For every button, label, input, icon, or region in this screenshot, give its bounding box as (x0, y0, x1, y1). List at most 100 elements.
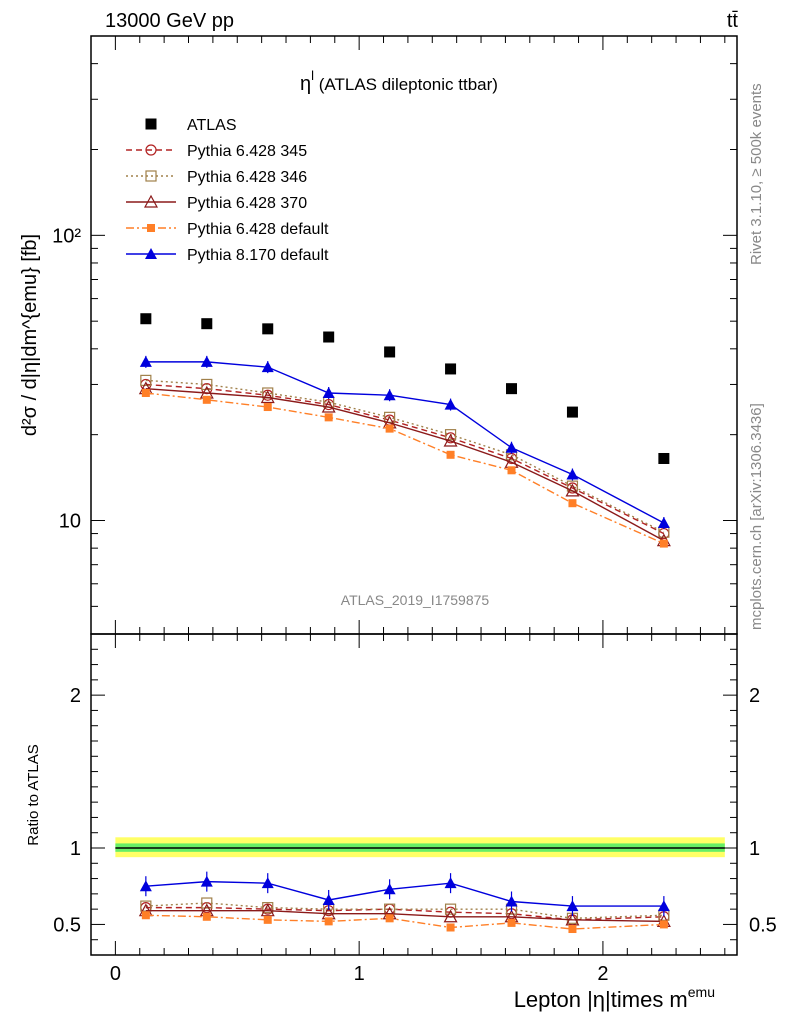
data-point-marker (321, 399, 336, 413)
data-point-marker (385, 914, 394, 923)
legend-label: Pythia 6.428 346 (187, 169, 307, 186)
data-point-marker (200, 355, 213, 367)
ratio-series-line (145, 902, 664, 920)
x-tick-label: 1 (354, 963, 365, 985)
data-point-marker (141, 911, 150, 920)
data-point-marker (385, 424, 394, 433)
main-y-axis-label: d²σ / d|η|dm^{emu} [fb] (19, 234, 41, 436)
data-point-marker (445, 363, 457, 375)
data-point-marker (147, 224, 155, 232)
data-point-marker (383, 389, 396, 401)
legend-label: Pythia 8.170 default (187, 247, 329, 264)
data-point-marker (444, 903, 457, 915)
data-point-marker (260, 390, 275, 404)
data-point-marker (201, 897, 213, 909)
data-point-marker (506, 383, 518, 395)
ratio-y-tick-label-right: 1 (749, 838, 760, 860)
data-point-marker (324, 917, 333, 926)
ratio-series-line (145, 909, 664, 923)
data-point-marker (446, 923, 455, 932)
data-point-marker (505, 441, 518, 453)
data-point-marker (202, 912, 211, 921)
series-line (145, 383, 665, 535)
data-point-marker (140, 374, 152, 386)
ratio-panel: 0.5 0.5 1 1 2 2 0 1 2 (53, 633, 777, 985)
data-point-marker (140, 313, 152, 325)
data-point-marker (566, 900, 579, 912)
data-point-marker (262, 323, 274, 335)
data-point-marker (145, 170, 157, 182)
data-point-marker (443, 433, 458, 447)
process-label: tt̄ (727, 10, 739, 32)
data-point-marker (444, 398, 457, 410)
data-point-marker (568, 925, 577, 934)
data-point-marker (263, 915, 272, 924)
data-point-marker (322, 893, 335, 905)
data-point-marker (141, 388, 150, 397)
data-point-marker (145, 248, 157, 259)
data-point-marker (505, 895, 518, 907)
data-point-marker (383, 883, 396, 895)
x-tick-label: 2 (597, 963, 608, 985)
legend-item: Pythia 6.428 default (126, 221, 329, 238)
legend-label: Pythia 6.428 default (187, 221, 329, 238)
legend-label: Pythia 6.428 370 (187, 195, 307, 212)
data-point-marker (659, 539, 668, 548)
ratio-y-tick-label: 0.5 (53, 914, 81, 936)
data-point-marker (658, 452, 670, 464)
legend-item: Pythia 6.428 346 (126, 169, 307, 186)
data-point-marker (201, 318, 213, 330)
data-point-marker (262, 902, 274, 914)
title-rest: (ATLAS dileptonic ttbar) (314, 75, 498, 94)
data-point-marker (322, 386, 335, 398)
main-title: ηl (ATLAS dileptonic ttbar) (300, 68, 498, 95)
ratio-series-line (145, 906, 664, 921)
data-point-marker (261, 877, 274, 889)
data-point-marker (566, 468, 579, 480)
x-tick-label: 0 (110, 963, 121, 985)
series-line (145, 379, 665, 533)
legend-item: Pythia 8.170 default (126, 247, 329, 264)
data-point-marker (200, 875, 213, 887)
data-point-marker (139, 355, 152, 367)
legend: ATLAS Pythia 6.428 345 Pythia 6.428 346 Pyt… (126, 117, 329, 264)
ratio-y-tick-label: 1 (70, 838, 81, 860)
x-axis-label: Lepton |η|times memu (514, 984, 715, 1012)
rivet-version-label: Rivet 3.1.10, ≥ 500k events (748, 83, 765, 265)
legend-item: Pythia 6.428 370 (126, 194, 307, 212)
data-point-marker (202, 395, 211, 404)
data-point-marker (444, 429, 457, 441)
ratio-series-line (145, 880, 664, 907)
x-axis-label-superscript: emu (688, 984, 715, 1000)
title-superscript: l (311, 68, 314, 83)
data-point-marker (260, 903, 275, 917)
data-point-marker (139, 880, 152, 892)
ratio-y-tick-label: 2 (70, 685, 81, 707)
legend-label: Pythia 6.428 345 (187, 143, 307, 160)
data-point-marker (443, 909, 458, 923)
data-point-marker (566, 406, 578, 418)
data-point-marker (657, 900, 670, 912)
ratio-frame (90, 633, 738, 956)
data-point-marker (657, 517, 670, 529)
data-point-marker (263, 403, 272, 412)
legend-item: Pythia 6.428 345 (126, 143, 307, 160)
energy-label: 13000 GeV pp (105, 10, 234, 32)
data-point-marker (324, 413, 333, 422)
series-line (145, 392, 665, 545)
data-point-marker (145, 144, 157, 156)
data-point-marker (507, 466, 516, 475)
data-point-marker (261, 361, 274, 373)
ratio-y-tick-label-right: 0.5 (749, 914, 777, 936)
data-point-marker (565, 912, 580, 926)
data-point-marker (507, 918, 516, 927)
analysis-id-label: ATLAS_2019_I1759875 (341, 592, 490, 608)
ratio-y-tick-label-right: 2 (749, 685, 760, 707)
series-line (145, 387, 665, 542)
legend-item: ATLAS (145, 117, 237, 134)
data-point-marker (201, 378, 213, 391)
data-point-marker (659, 920, 668, 929)
mcplots-source-label: mcplots.cern.ch [arXiv:1306.3436] (748, 403, 765, 630)
x-axis-label-main: Lepton |η|times m (514, 987, 688, 1012)
